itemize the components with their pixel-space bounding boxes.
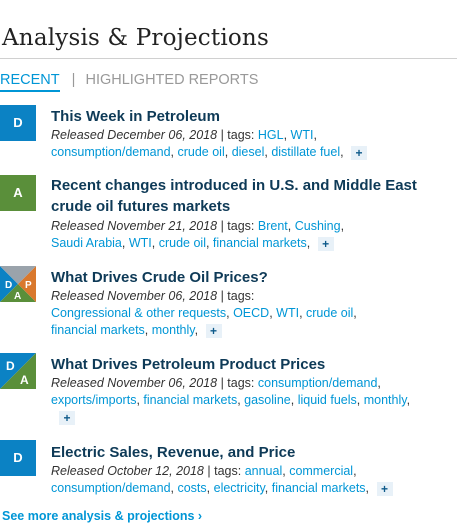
tag-link[interactable]: liquid fuels [297,393,357,407]
tag-link[interactable]: consumption/demand [257,376,378,390]
tag-link[interactable]: financial markets [143,393,238,407]
item-meta: Released November 21, 2018 | tags: Brent… [51,219,345,251]
tags-label: | tags: [220,289,255,303]
icon-quadrant-gray [0,266,36,284]
release-date: Released November 06, 2018 [51,289,218,303]
tag-link[interactable]: diesel [231,145,265,159]
icon-triangle-a [0,353,36,389]
release-date: Released October 12, 2018 [51,464,204,478]
tag-link[interactable]: financial markets [51,323,145,337]
tab-bar: RECENT | HIGHLIGHTED REPORTS [0,72,258,94]
icon-letter: A [14,291,21,302]
icon-quadrant-p [18,266,36,302]
tags-label: | tags: [207,464,242,478]
item-title-link[interactable]: What Drives Petroleum Product Prices [51,356,326,373]
tag-link[interactable]: consumption/demand [51,481,171,495]
tag-link[interactable]: Congressional & other requests [51,306,227,320]
tag-link[interactable]: WTI [128,236,152,250]
tag-link[interactable]: crude oil [306,306,354,320]
type-icon-da: D A [0,353,36,389]
more-tags-button[interactable]: + [205,324,222,338]
tag-link[interactable]: crude oil [177,145,225,159]
release-date: Released November 21, 2018 [51,219,218,233]
page-title: Analysis & Projections [2,25,269,51]
tag-link[interactable]: WTI [290,128,314,142]
tag-link[interactable]: WTI [276,306,300,320]
icon-letter: D [5,280,12,291]
item-meta: Released December 06, 2018 | tags: HGL, … [51,127,455,161]
item-meta: Released November 06, 2018 | tags: Congr… [51,289,357,338]
tab-highlighted-reports[interactable]: HIGHLIGHTED REPORTS [85,72,259,88]
tag-link[interactable]: Cushing [294,219,341,233]
more-tags-button[interactable]: + [376,482,393,496]
icon-letter: P [25,280,32,291]
tag-link[interactable]: crude oil [158,236,206,250]
title-divider [0,58,457,59]
tag-link[interactable]: monthly [363,393,407,407]
type-icon-a: A [0,175,36,211]
tag-link[interactable]: annual [244,464,283,478]
type-icon-d: D [0,440,36,476]
tag-link[interactable]: financial markets [271,481,366,495]
tag-link[interactable]: gasoline [244,393,291,407]
tag-link[interactable]: consumption/demand [51,145,171,159]
tag-link[interactable]: monthly [151,323,195,337]
tag-link[interactable]: OECD [233,306,270,320]
release-date: Released December 06, 2018 [51,128,218,142]
item-title-link[interactable]: This Week in Petroleum [51,108,220,125]
tags-label: | tags: [220,219,255,233]
type-icon-d: D [0,105,36,141]
tag-link[interactable]: HGL [257,128,284,142]
tag-link[interactable]: costs [177,481,207,495]
tag-link[interactable]: financial markets [212,236,307,250]
tag-link[interactable]: commercial [289,464,354,478]
more-tags-button[interactable]: + [351,146,368,160]
icon-quadrant-a [0,284,36,302]
tag-link[interactable]: distillate fuel [271,145,341,159]
release-date: Released November 06, 2018 [51,376,218,390]
tags-label: | tags: [220,376,255,390]
tag-link[interactable]: Brent [257,219,288,233]
item-meta: Released October 12, 2018 | tags: annual… [51,463,455,497]
tags-label: | tags: [220,128,255,142]
more-tags-button[interactable]: + [59,411,75,425]
tab-recent[interactable]: RECENT [0,72,60,92]
tag-link[interactable]: exports/imports [51,393,137,407]
tag-link[interactable]: electricity [213,481,265,495]
icon-quadrant-d [0,266,18,302]
more-tags-button[interactable]: + [317,237,334,251]
type-icon-dap: D A P [0,266,36,302]
item-title-link[interactable]: What Drives Crude Oil Prices? [51,269,268,286]
tag-link[interactable]: Saudi Arabia [51,236,122,250]
icon-letter: A [20,373,29,387]
item-meta: Released November 06, 2018 | tags: consu… [51,376,411,425]
item-title-link[interactable]: Recent changes introduced in U.S. and Mi… [51,177,417,215]
icon-letter: D [6,359,15,373]
see-more-link[interactable]: See more analysis & projections › [2,509,203,523]
tab-separator: | [71,72,76,88]
item-title-link[interactable]: Electric Sales, Revenue, and Price [51,444,296,461]
